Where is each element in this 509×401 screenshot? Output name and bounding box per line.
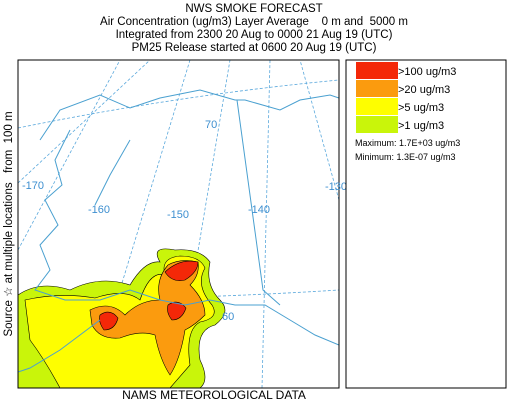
title: NWS SMOKE FORECAST: [185, 3, 322, 15]
graticule-label: 60: [222, 311, 234, 323]
footer: NAMS METEOROLOGICAL DATA: [122, 388, 306, 401]
graticule-label: -150: [167, 209, 189, 221]
coastline: [18, 89, 339, 373]
side-label: Source ☆ at multiple locations from 100 …: [3, 111, 15, 336]
subtitle: PM25 Release started at 0600 20 Aug 19 (…: [132, 42, 377, 54]
graticule-label: -170: [22, 180, 44, 192]
legend-swatch: [356, 62, 398, 79]
subtitle: Air Concentration (ug/m3) Layer Average …: [100, 16, 408, 28]
legend-swatch: [356, 98, 398, 115]
graticule-label: 70: [205, 119, 217, 131]
graticule-label: -130: [325, 181, 347, 193]
map-frame: [17, 59, 340, 389]
subtitle: Integrated from 2300 20 Aug to 0000 21 A…: [116, 29, 393, 41]
legend-swatch: [356, 80, 398, 97]
graticule-label: -160: [88, 204, 110, 216]
map: -170 -160 -150 -140 -130 70 60: [17, 59, 347, 389]
legend-label: >1 ug/m3: [398, 120, 444, 132]
legend-swatch: [356, 116, 398, 133]
legend-minimum: Minimum: 1.3E-07 ug/m3: [355, 152, 456, 162]
graticule-label: -140: [248, 204, 270, 216]
smoke: [18, 248, 226, 388]
legend-label: >100 ug/m3: [398, 66, 456, 78]
legend-frame: [345, 59, 507, 389]
legend-label: >5 ug/m3: [398, 102, 444, 114]
border: [236, 99, 281, 306]
legend-maximum: Maximum: 1.7E+03 ug/m3: [355, 138, 460, 148]
legend: Maximum: 1.7E+03 ug/m3 Minimum: 1.3E-07 …: [345, 59, 507, 389]
legend-label: >20 ug/m3: [398, 84, 450, 96]
